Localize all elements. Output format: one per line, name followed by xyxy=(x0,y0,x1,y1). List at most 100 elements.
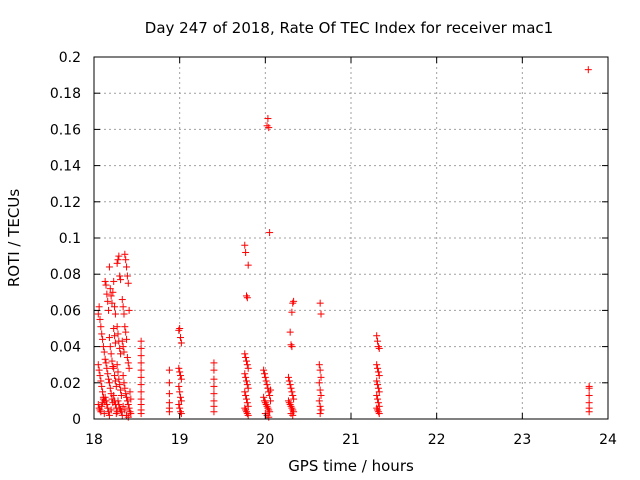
data-point xyxy=(113,323,121,331)
data-point xyxy=(100,348,108,356)
data-point xyxy=(104,404,112,412)
data-point xyxy=(116,404,124,412)
data-point xyxy=(241,404,249,412)
data-point xyxy=(101,393,109,401)
data-point xyxy=(165,379,173,387)
data-point xyxy=(96,315,104,323)
data-point xyxy=(266,397,274,405)
data-point xyxy=(374,399,382,407)
data-point xyxy=(117,386,125,394)
data-point xyxy=(106,384,114,392)
data-point xyxy=(289,299,297,307)
data-point xyxy=(117,391,125,399)
data-point xyxy=(287,384,295,392)
data-point xyxy=(242,292,250,300)
data-point xyxy=(177,410,185,418)
data-point xyxy=(137,388,145,396)
data-point xyxy=(110,391,118,399)
data-point xyxy=(241,370,249,378)
data-point xyxy=(242,395,250,403)
data-point xyxy=(265,388,273,396)
data-point xyxy=(317,391,325,399)
data-point xyxy=(263,122,271,130)
data-point xyxy=(243,294,251,302)
data-point xyxy=(210,382,218,390)
data-point xyxy=(375,410,383,418)
data-point xyxy=(374,337,382,345)
data-point xyxy=(177,408,185,416)
data-point xyxy=(109,363,117,371)
data-point xyxy=(125,306,133,314)
data-points xyxy=(94,66,593,421)
data-point xyxy=(287,402,295,410)
data-point xyxy=(119,343,127,351)
y-tick-label: 0.06 xyxy=(50,303,81,319)
data-point xyxy=(120,379,128,387)
grid-lines xyxy=(94,57,608,419)
data-point xyxy=(123,411,131,419)
data-point xyxy=(241,350,249,358)
data-point xyxy=(114,330,122,338)
data-point xyxy=(290,297,298,305)
data-point xyxy=(261,373,269,381)
data-point xyxy=(165,366,173,374)
data-point xyxy=(210,366,218,374)
data-point xyxy=(242,406,250,414)
data-point xyxy=(244,411,252,419)
data-point xyxy=(137,344,145,352)
data-point xyxy=(242,391,250,399)
data-point xyxy=(315,397,323,405)
data-point xyxy=(165,390,173,398)
data-point xyxy=(243,381,251,389)
data-point xyxy=(288,404,296,412)
data-point xyxy=(243,361,251,369)
data-point xyxy=(177,393,185,401)
data-point xyxy=(97,323,105,331)
data-point xyxy=(241,388,249,396)
data-point xyxy=(109,288,117,296)
y-tick-label: 0.04 xyxy=(50,340,81,356)
data-point xyxy=(113,361,121,369)
data-point xyxy=(94,401,102,409)
data-point xyxy=(124,401,132,409)
data-point xyxy=(375,344,383,352)
y-tick-label: 0.08 xyxy=(50,267,81,283)
x-tick-label: 22 xyxy=(428,432,446,448)
data-point xyxy=(114,256,122,264)
data-point xyxy=(266,391,274,399)
data-point xyxy=(288,343,296,351)
data-point xyxy=(111,332,119,340)
data-point xyxy=(242,373,250,381)
data-point xyxy=(177,375,185,383)
data-point xyxy=(111,339,119,347)
data-point xyxy=(106,343,114,351)
data-point xyxy=(266,408,274,416)
data-point xyxy=(121,406,129,414)
data-point xyxy=(316,366,324,374)
data-point xyxy=(123,353,131,361)
data-point xyxy=(94,361,102,369)
data-point xyxy=(374,395,382,403)
data-point xyxy=(285,377,293,385)
data-point xyxy=(113,259,121,267)
data-point xyxy=(266,229,274,237)
data-point xyxy=(102,281,110,289)
data-point xyxy=(260,366,268,374)
data-point xyxy=(137,359,145,367)
data-point xyxy=(99,335,107,343)
x-tick-label: 19 xyxy=(171,432,189,448)
data-point xyxy=(111,310,119,318)
data-point xyxy=(286,328,294,336)
data-point xyxy=(315,361,323,369)
chart-title: Day 247 of 2018, Rate Of TEC Index for r… xyxy=(145,19,553,37)
data-point xyxy=(111,303,119,311)
data-point xyxy=(242,408,250,416)
data-point xyxy=(244,261,252,269)
x-axis-ticks: 18 19 20 21 22 23 24 xyxy=(85,57,617,448)
data-point xyxy=(107,350,115,358)
data-point xyxy=(126,408,134,416)
data-point xyxy=(103,290,111,298)
data-point xyxy=(265,124,273,132)
data-point xyxy=(103,401,111,409)
data-point xyxy=(94,310,102,318)
